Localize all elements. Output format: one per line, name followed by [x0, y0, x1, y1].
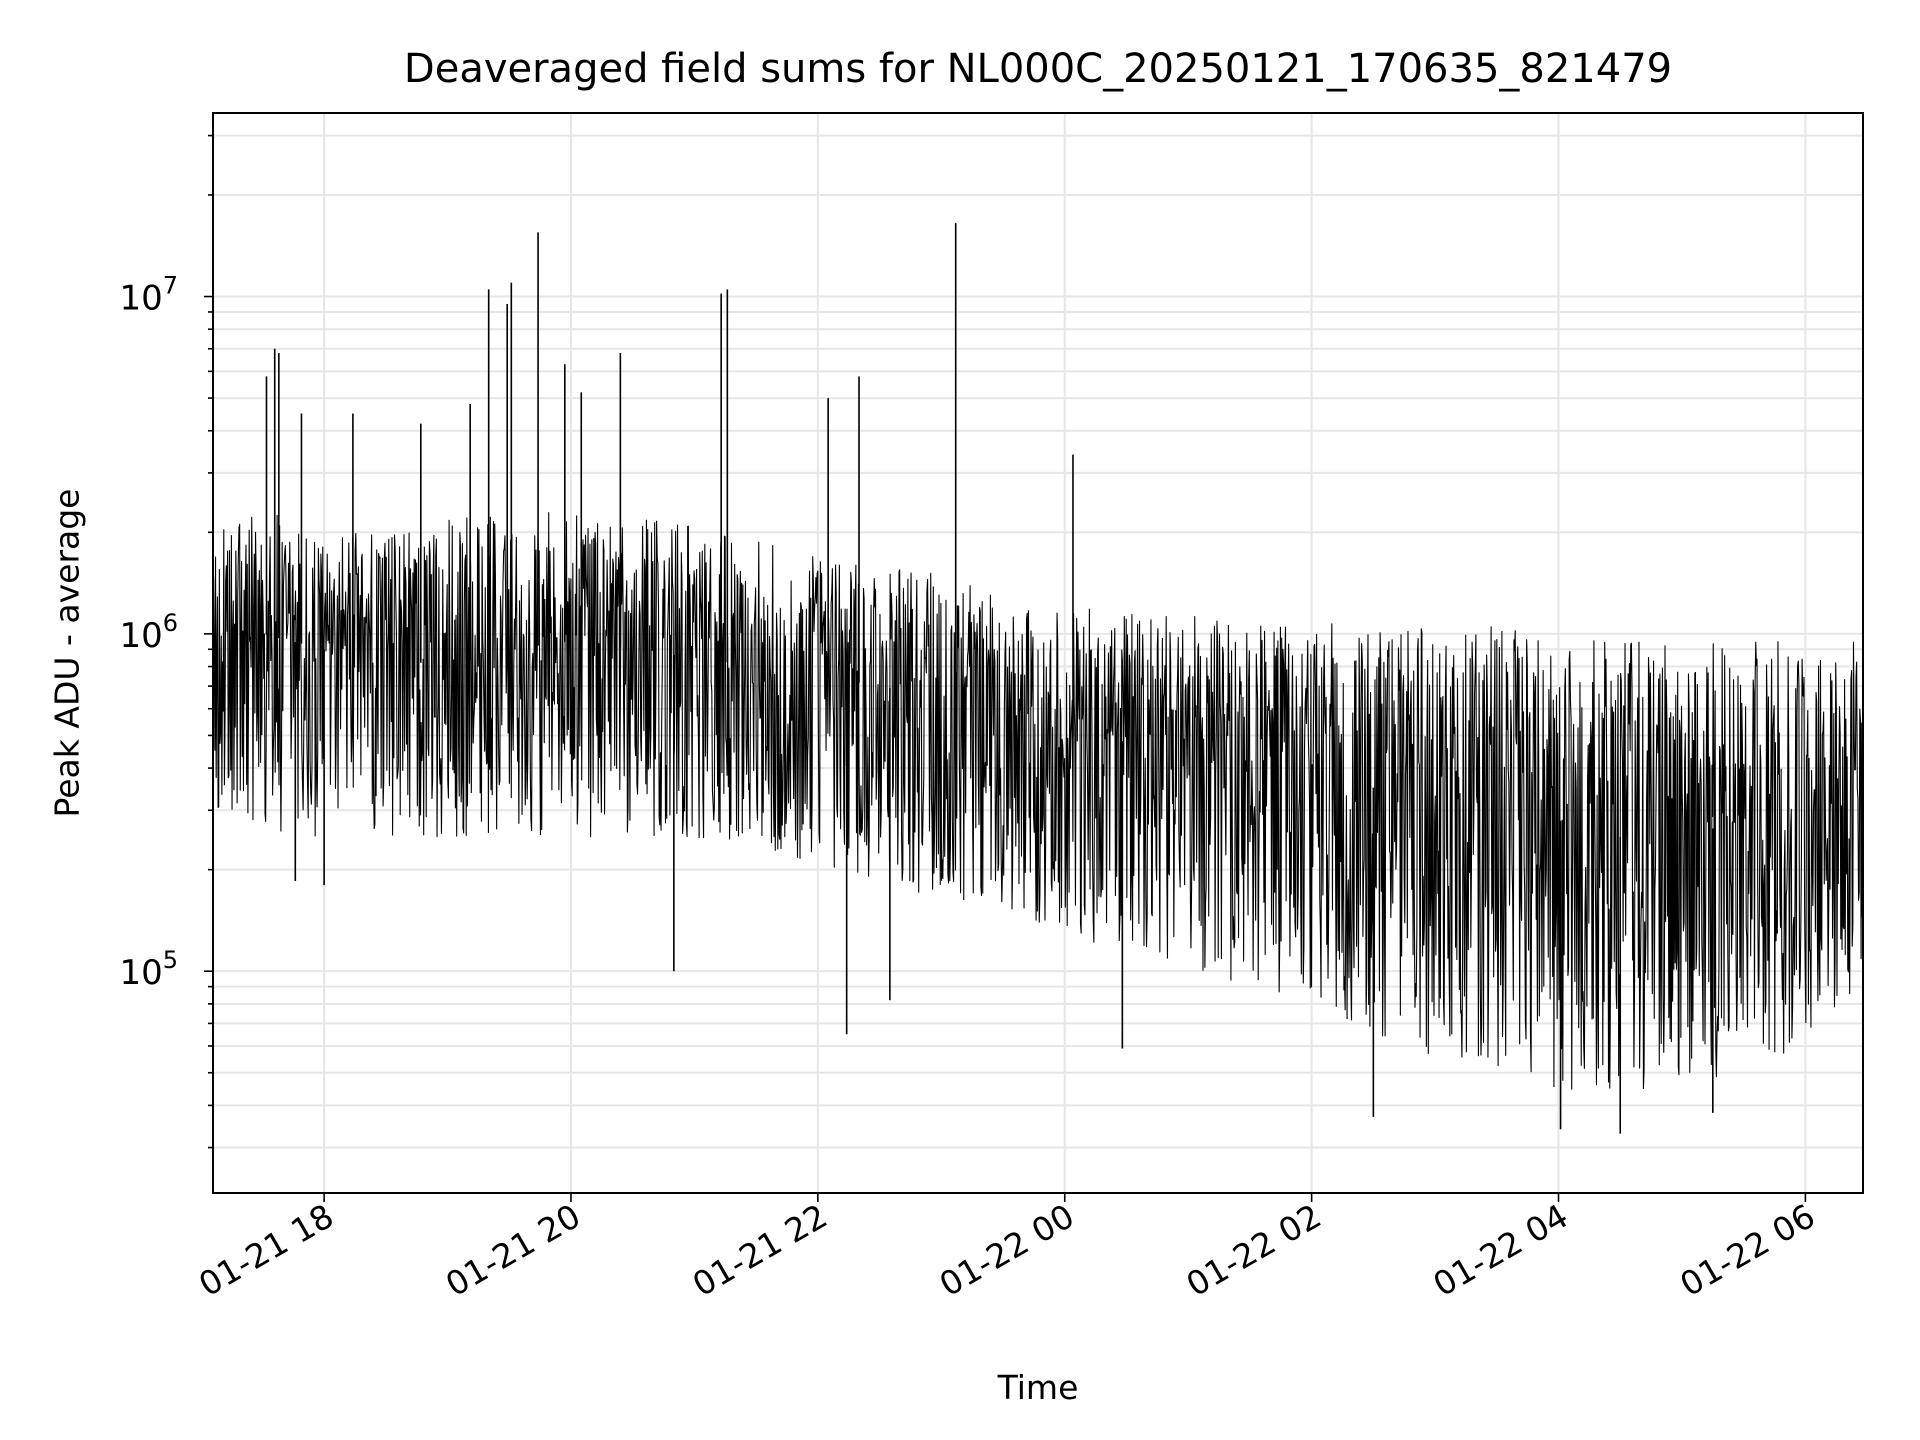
y-tick-label: 105 — [119, 946, 178, 993]
tick-marks — [204, 134, 1807, 1202]
x-axis-label: Time — [997, 1368, 1079, 1407]
y-tick-label: 106 — [119, 609, 178, 656]
plot-frame — [212, 112, 1864, 1194]
y-axis-label: Peak ADU - average — [47, 488, 87, 818]
chart-title: Deaveraged field sums for NL000C_2025012… — [403, 46, 1673, 92]
y-tick-label: 107 — [119, 272, 178, 319]
data-series — [212, 223, 1864, 1134]
